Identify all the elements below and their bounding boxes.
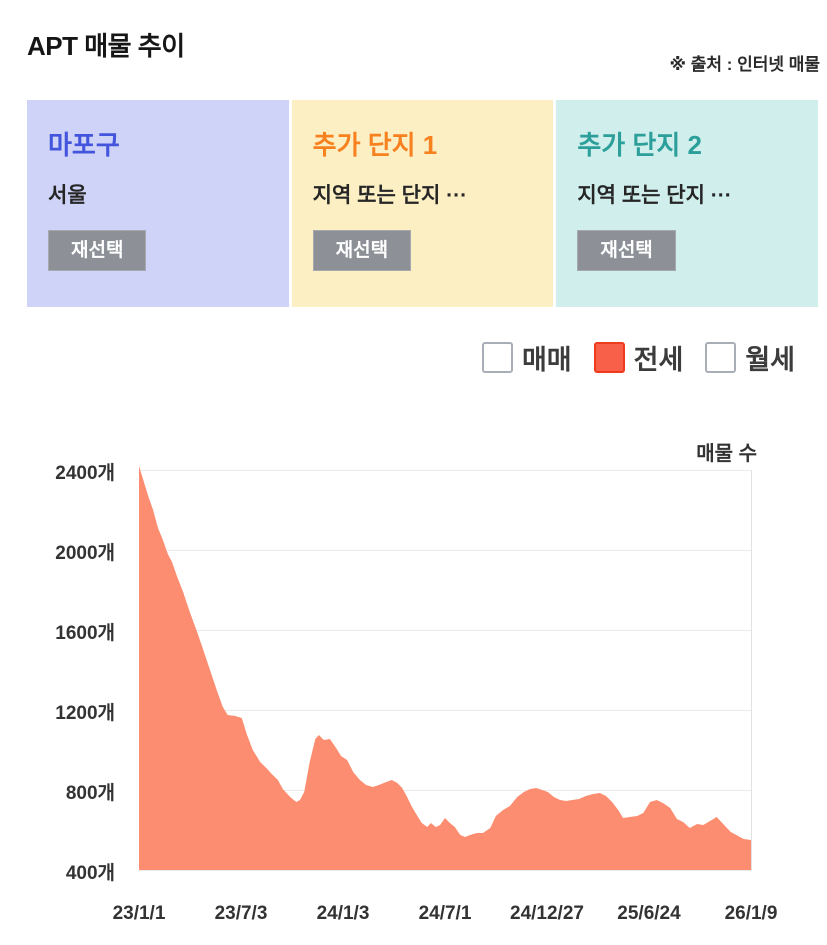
- region-cards: 마포구 서울 재선택 추가 단지 1 지역 또는 단지 ··· 재선택 추가 단…: [27, 100, 819, 307]
- y-axis-label: 2400개: [55, 463, 115, 484]
- plot-right-border: [751, 470, 752, 870]
- filter-label: 매매: [521, 345, 572, 375]
- grid-line: [139, 550, 752, 551]
- y-axis-label: 1600개: [55, 623, 115, 644]
- reselect-button[interactable]: 재선택: [577, 230, 676, 271]
- grid-line: [139, 870, 752, 871]
- listing-type-filter: 매매 전세 월세: [460, 338, 795, 377]
- region-card-subtitle: 지역 또는 단지 ···: [312, 184, 468, 207]
- checkbox-jeonse[interactable]: [593, 342, 625, 373]
- region-card-title: 추가 단지 1: [312, 130, 438, 160]
- filter-wolse[interactable]: 월세: [705, 338, 795, 377]
- filter-jeonse[interactable]: 전세: [593, 338, 684, 377]
- grid-line: [139, 470, 752, 471]
- grid-line: [139, 630, 752, 631]
- x-axis-label: 25/6/24: [617, 903, 681, 924]
- filter-maemae[interactable]: 매매: [481, 338, 572, 377]
- region-card-extra-1: 추가 단지 1 지역 또는 단지 ··· 재선택: [291, 100, 554, 307]
- region-card-subtitle: 지역 또는 단지 ···: [577, 184, 732, 207]
- y-axis-label: 400개: [65, 863, 115, 884]
- region-card-mapogu: 마포구 서울 재선택: [27, 100, 289, 307]
- page-title: APT 매물 추이: [27, 31, 185, 61]
- reselect-button[interactable]: 재선택: [312, 230, 412, 271]
- region-card-title: 마포구: [48, 130, 120, 160]
- x-axis-label: 23/7/3: [214, 903, 268, 924]
- filter-label: 전세: [633, 345, 684, 375]
- y-axis-label: 1200개: [55, 703, 115, 724]
- x-axis-label: 24/12/27: [510, 903, 584, 924]
- area-series-jeonse: [139, 466, 751, 870]
- region-card-title: 추가 단지 2: [577, 130, 702, 160]
- y-axis-label: 2000개: [55, 543, 115, 564]
- source-note: ※ 출처 : 인터넷 매물: [669, 55, 820, 74]
- grid-line: [139, 790, 752, 791]
- x-axis-label: 24/7/1: [418, 903, 472, 924]
- checkbox-maemae[interactable]: [481, 342, 513, 373]
- y-axis-label: 800개: [65, 783, 115, 804]
- filter-label: 월세: [745, 345, 795, 375]
- region-card-extra-2: 추가 단지 2 지역 또는 단지 ··· 재선택: [556, 100, 819, 307]
- x-axis-label: 24/1/3: [316, 903, 370, 924]
- x-axis-label: 23/1/1: [112, 903, 166, 924]
- region-card-subtitle: 서울: [48, 184, 87, 207]
- x-axis-label: 26/1/9: [724, 903, 778, 924]
- chart-axis-title: 매물 수: [696, 443, 757, 465]
- area-fill: [139, 466, 751, 870]
- grid-line: [139, 710, 752, 711]
- checkbox-wolse[interactable]: [705, 342, 737, 373]
- reselect-button[interactable]: 재선택: [48, 230, 147, 271]
